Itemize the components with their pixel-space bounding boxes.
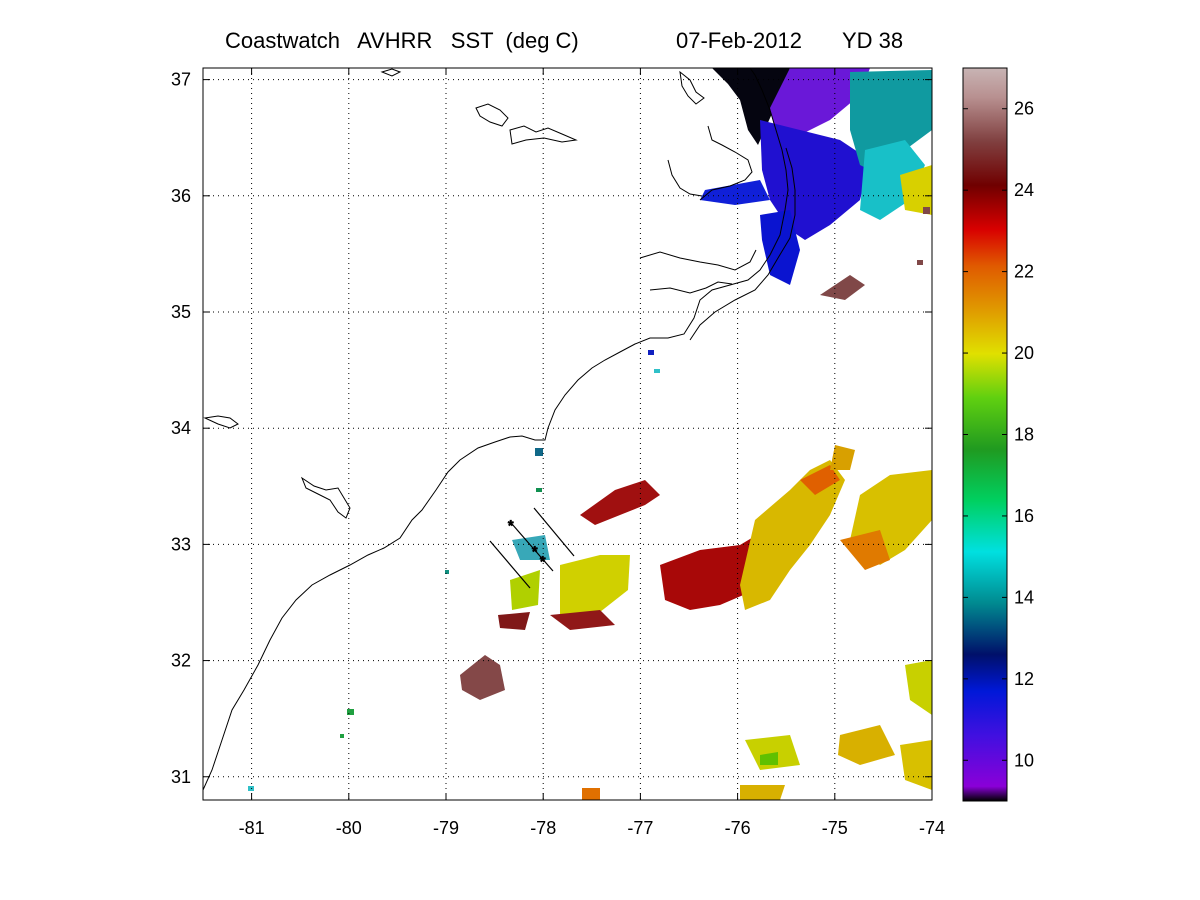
sst-patch-orange-bottom <box>582 788 600 800</box>
coastline-main <box>203 68 789 791</box>
sst-patch-red-north <box>580 480 660 525</box>
sst-patch-yellow-ne <box>900 165 932 215</box>
sst-patch-brownred-mid <box>550 610 615 630</box>
lat-tick-label: 37 <box>171 70 191 90</box>
lon-tick-label: -76 <box>725 818 751 838</box>
colorbar-tick-label: 10 <box>1014 750 1034 770</box>
sst-speck-8 <box>248 786 254 791</box>
coastline-river-3 <box>667 159 703 197</box>
figure-yearday: YD 38 <box>842 28 904 53</box>
sst-speck-5 <box>445 570 449 574</box>
sst-patch-blue-inlet <box>760 210 800 285</box>
ship-track-1 <box>489 540 531 589</box>
sst-speck-2 <box>536 488 542 492</box>
coastline-lake-3 <box>300 476 351 519</box>
sst-patch-teal-west <box>512 535 550 560</box>
coastline-lake-5 <box>380 68 402 77</box>
lon-tick-label: -75 <box>822 818 848 838</box>
lon-tick-label: -79 <box>433 818 459 838</box>
lon-tick-label: -77 <box>627 818 653 838</box>
coastline-sound <box>699 125 753 201</box>
lat-tick-label: 35 <box>171 302 191 322</box>
colorbar-tick-label: 26 <box>1014 99 1034 119</box>
map-grid <box>203 68 933 800</box>
sst-patch-brown-south <box>460 655 505 700</box>
coastline-outer-banks <box>689 147 796 341</box>
coastline-lake-4 <box>203 415 239 429</box>
coastline-river-2 <box>649 281 733 294</box>
sst-speck-3 <box>648 350 654 355</box>
sst-patch-yellow-se <box>905 660 932 715</box>
sst-speck-6 <box>347 709 354 715</box>
colorbar-ticks: 26 24 22 20 18 16 14 12 10 <box>963 99 1034 770</box>
coastline-lake-2 <box>509 125 578 145</box>
sst-speck-7 <box>340 734 344 738</box>
lon-tick-label: -78 <box>530 818 556 838</box>
lon-tick-label: -80 <box>336 818 362 838</box>
figure-date: 07-Feb-2012 <box>676 28 802 53</box>
sst-patch-orange-east-2 <box>840 530 890 570</box>
sst-speck-9 <box>923 207 930 214</box>
map-ticks: -81 -80 -79 -78 -77 -76 -75 -74 37 36 35 34 33 32 31 <box>171 68 945 838</box>
coastline-lake-6 <box>679 70 705 105</box>
colorbar-tick-label: 16 <box>1014 506 1034 526</box>
lat-tick-label: 34 <box>171 418 191 438</box>
sst-speck-1 <box>535 448 543 456</box>
sst-patch-yellowgreen-west <box>510 570 540 610</box>
lon-tick-label: -81 <box>239 818 265 838</box>
coastline <box>203 68 796 791</box>
lon-tick-label: -74 <box>919 818 945 838</box>
colorbar-tick-label: 20 <box>1014 343 1034 363</box>
sst-patch-brownred-west <box>498 612 530 630</box>
sst-patch-purple <box>770 68 870 135</box>
lat-tick-label: 32 <box>171 651 191 671</box>
colorbar-tick-label: 18 <box>1014 425 1034 445</box>
colorbar-tick-label: 22 <box>1014 262 1034 282</box>
figure-title: Coastwatch AVHRR SST (deg C) <box>225 28 579 53</box>
sst-patch-blue-north <box>760 120 870 240</box>
sst-patches <box>248 68 932 800</box>
coastline-lake-1 <box>475 103 509 127</box>
sst-patch-yellowgreen-south <box>745 735 800 770</box>
colorbar-tick-label: 14 <box>1014 587 1034 607</box>
sst-patch-yellow-south-2 <box>900 740 932 790</box>
lat-tick-label: 33 <box>171 534 191 554</box>
sst-patch-orange-east <box>800 465 840 495</box>
ship-tracks: * * * <box>489 507 575 589</box>
sst-patch-brown-ne <box>820 275 865 300</box>
sst-patch-blue-sound <box>700 180 770 205</box>
sst-patch-yellow-ridge <box>830 445 855 470</box>
sst-patch-black <box>712 68 790 145</box>
station-marker-3: * <box>540 553 546 569</box>
map-border <box>202 67 933 801</box>
sst-speck-4 <box>654 369 660 373</box>
sst-speck-10 <box>917 260 923 265</box>
sst-patch-yellow-south <box>838 725 895 765</box>
sst-patch-yellow-east <box>740 460 845 610</box>
colorbar-tick-label: 12 <box>1014 669 1034 689</box>
sst-patch-yellow-bottom <box>740 785 785 800</box>
station-marker-1: * <box>508 517 514 533</box>
colorbar <box>962 67 1008 802</box>
ship-track-3 <box>533 507 575 557</box>
coastline-river-1 <box>639 249 757 271</box>
sst-patch-green-south <box>760 752 778 765</box>
sst-patch-yellow-mid <box>560 555 630 615</box>
ship-track-2 <box>511 523 554 572</box>
lat-tick-label: 36 <box>171 186 191 206</box>
lat-tick-label: 31 <box>171 767 191 787</box>
colorbar-tick-label: 24 <box>1014 180 1034 200</box>
station-marker-2: * <box>532 543 538 559</box>
